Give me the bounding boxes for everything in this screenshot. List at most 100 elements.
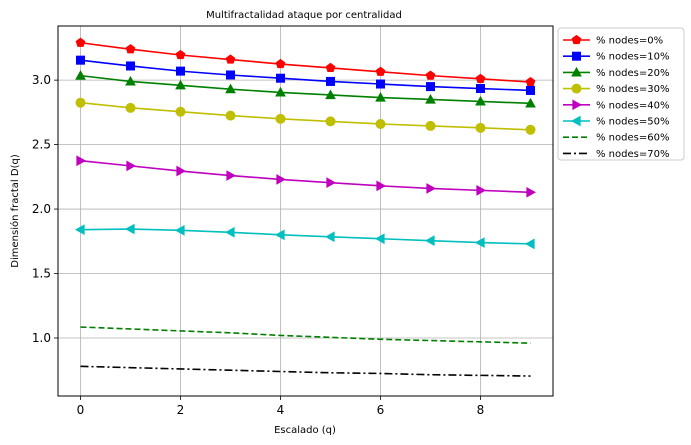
- legend: % nodes=0% % nodes=10% % nodes=20% % nodes=…: [557, 27, 685, 161]
- y-tick-label: 2.0: [32, 202, 51, 216]
- legend-label: % nodes=10%: [596, 52, 669, 63]
- data-point: [226, 170, 237, 181]
- series-line: [80, 41, 531, 83]
- x-tick-label: 8: [477, 403, 485, 417]
- data-point: [426, 82, 435, 92]
- data-point: [326, 76, 335, 86]
- x-tick-label: 0: [77, 403, 85, 417]
- data-point: [525, 76, 536, 87]
- legend-marker: [570, 115, 581, 127]
- legend-items: % nodes=0% % nodes=10% % nodes=20% % nodes=…: [563, 34, 669, 160]
- data-point: [424, 235, 435, 247]
- data-point: [275, 113, 286, 124]
- data-point: [276, 174, 287, 185]
- legend-label: % nodes=20%: [596, 68, 669, 79]
- series-6: [74, 223, 535, 250]
- data-point: [74, 224, 85, 236]
- data-point: [325, 116, 336, 127]
- legend-label: % nodes=40%: [596, 100, 669, 111]
- series-line: [80, 101, 531, 131]
- plot-area-frame: [57, 25, 554, 397]
- data-point: [175, 79, 186, 90]
- data-point: [375, 118, 386, 129]
- data-point: [176, 66, 185, 76]
- data-point: [125, 44, 136, 54]
- axis-ticks: 0 2 4 6 8 1.0 1.5 2.0 2.5 3.0: [32, 73, 484, 417]
- data-point: [176, 165, 187, 177]
- y-tick-label: 1.0: [32, 331, 51, 345]
- data-point: [275, 58, 286, 69]
- data-point: [426, 183, 437, 194]
- series-8: [80, 365, 531, 377]
- data-point: [525, 124, 536, 135]
- series-2: [76, 55, 535, 95]
- data-point: [226, 70, 235, 80]
- data-point: [475, 73, 486, 83]
- data-point: [526, 85, 535, 95]
- data-point: [374, 233, 385, 245]
- data-point: [474, 237, 485, 248]
- legend-label: % nodes=60%: [596, 133, 669, 144]
- legend-marker: [572, 99, 583, 111]
- legend-marker: [572, 51, 581, 61]
- legend-item: % nodes=0%: [563, 34, 663, 47]
- data-point: [376, 180, 387, 192]
- legend-item: % nodes=20%: [563, 66, 669, 79]
- data-point: [76, 155, 87, 167]
- legend-item: % nodes=10%: [563, 51, 669, 63]
- series-4: [75, 97, 536, 135]
- series-lines: [74, 37, 537, 377]
- y-tick-label: 2.5: [32, 138, 51, 152]
- data-point: [75, 97, 86, 108]
- series-line: [80, 159, 531, 194]
- data-point: [225, 54, 236, 64]
- series-line: [80, 59, 531, 92]
- y-tick-label: 3.0: [32, 73, 51, 87]
- x-tick-label: 2: [177, 403, 185, 417]
- data-point: [225, 83, 236, 94]
- data-point: [375, 66, 386, 76]
- data-point: [325, 89, 336, 100]
- data-point: [276, 73, 285, 83]
- data-point: [475, 95, 486, 106]
- data-point: [224, 226, 235, 238]
- data-point: [125, 75, 136, 86]
- series-line: [80, 365, 531, 377]
- data-point: [126, 160, 137, 172]
- data-point: [376, 79, 385, 89]
- legend-label: % nodes=50%: [596, 117, 669, 128]
- data-point: [375, 92, 386, 102]
- series-7: [80, 326, 531, 344]
- legend-label: % nodes=70%: [596, 149, 669, 160]
- data-point: [425, 93, 436, 104]
- series-3: [75, 70, 536, 108]
- data-point: [325, 62, 336, 73]
- x-tick-label: 6: [377, 403, 385, 417]
- data-point: [75, 37, 86, 47]
- data-point: [476, 84, 485, 94]
- data-point: [126, 61, 135, 71]
- legend-item: % nodes=40%: [563, 99, 669, 111]
- data-point: [326, 177, 337, 188]
- legend-item: % nodes=30%: [563, 83, 669, 95]
- data-point: [526, 186, 537, 198]
- data-point: [174, 224, 185, 236]
- data-point: [425, 120, 436, 131]
- data-point: [76, 55, 85, 65]
- data-point: [425, 70, 436, 80]
- legend-box: [557, 27, 685, 161]
- legend-marker: [571, 66, 582, 77]
- series-1: [75, 37, 536, 87]
- data-point: [125, 102, 136, 113]
- data-point: [175, 106, 186, 117]
- data-point: [476, 185, 487, 196]
- data-point: [524, 238, 535, 250]
- legend-marker: [571, 34, 582, 45]
- series-line: [80, 74, 531, 105]
- series-5: [76, 155, 537, 198]
- legend-label: % nodes=30%: [596, 84, 669, 95]
- data-point: [525, 97, 536, 108]
- legend-label: % nodes=0%: [596, 36, 663, 47]
- data-point: [275, 86, 286, 97]
- y-tick-label: 1.5: [32, 267, 51, 281]
